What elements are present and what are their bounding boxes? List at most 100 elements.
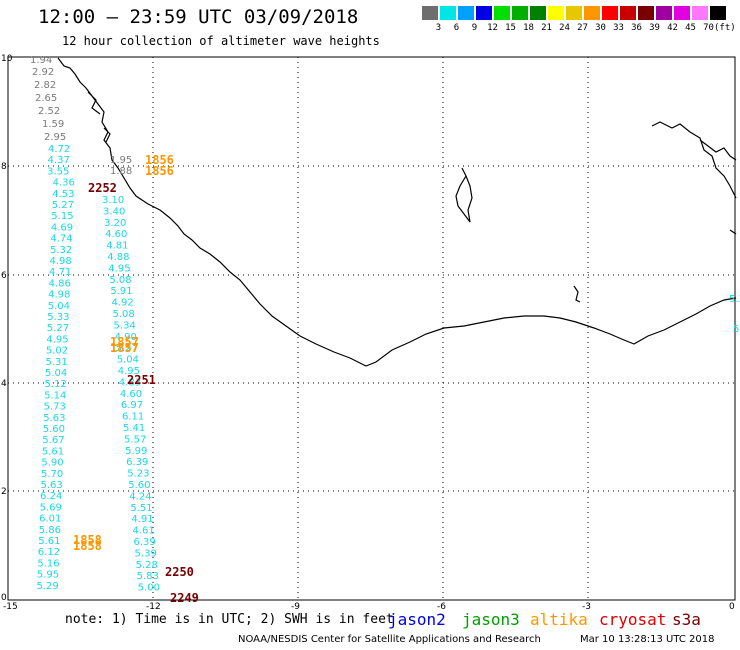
swh-value: 2.92 bbox=[32, 67, 54, 78]
swh-value: 5.5 bbox=[733, 324, 740, 335]
swh-labels: 1.942.92 2.82 2.65 2.52 1.59 2.95 1.951.88 4.72… bbox=[30, 55, 740, 594]
swh-value: 4.74 bbox=[50, 234, 72, 245]
scale-label: 12 bbox=[487, 23, 498, 33]
swh-value: 4.53 bbox=[52, 189, 74, 200]
scale-swatch bbox=[674, 6, 691, 20]
legend-s3a: s3a bbox=[672, 610, 701, 629]
swh-value: 5.04 bbox=[48, 301, 70, 312]
swh-value: 5.41 bbox=[123, 423, 145, 434]
swh-value: 5.08 bbox=[113, 309, 135, 320]
swh-value: 4.60 bbox=[105, 229, 127, 240]
scale-label: 24 bbox=[559, 23, 570, 33]
scale-swatch bbox=[584, 6, 601, 20]
swh-value: 4.95 bbox=[108, 263, 130, 274]
swh-value: 4.88 bbox=[107, 252, 129, 263]
y-tick-label: 10 bbox=[1, 54, 13, 64]
scale-label: 45 bbox=[685, 23, 696, 33]
swh-value: 4.98 bbox=[50, 256, 72, 267]
swh-value: 4.61 bbox=[132, 526, 154, 537]
swh-value: 3.20 bbox=[104, 218, 126, 229]
swh-value: 6.97 bbox=[121, 400, 143, 411]
coast-inlet-3 bbox=[729, 229, 737, 235]
east-island-outline bbox=[699, 139, 737, 161]
axis-labels: -15 -12 -9 -6 -3 0 10 8 6 4 2 0 bbox=[1, 54, 735, 612]
swh-value: 5.91 bbox=[110, 286, 132, 297]
legend-jason2: jason2 bbox=[388, 610, 446, 629]
scale-unit: (ft) bbox=[714, 23, 736, 33]
scale-label: 33 bbox=[613, 23, 624, 33]
swh-value: 5.61 bbox=[42, 446, 64, 457]
swh-value: 5.63 bbox=[43, 413, 65, 424]
swh-value: 1.88 bbox=[110, 166, 132, 177]
swh-value: 4.60 bbox=[120, 389, 142, 400]
pass-time-label: 1857 bbox=[110, 335, 139, 349]
coastline bbox=[57, 57, 737, 367]
scale-label: 6 bbox=[453, 23, 460, 33]
swh-value: 5.02 bbox=[46, 346, 68, 357]
swh-value: 5.95 bbox=[37, 570, 59, 581]
swh-value: 4.83 bbox=[119, 377, 141, 388]
swh-value: 5.60 bbox=[43, 424, 65, 435]
swh-value: 1.94 bbox=[30, 55, 52, 66]
swh-value: 5.27 bbox=[52, 200, 74, 211]
legend-jason3: jason3 bbox=[462, 610, 520, 629]
swh-value: 5.83 bbox=[137, 571, 159, 582]
scale-label: 30 bbox=[595, 23, 606, 33]
swh-value: 5.69 bbox=[40, 502, 62, 513]
scale-swatch bbox=[692, 6, 709, 20]
east-lake-outline bbox=[651, 121, 737, 199]
generated-timestamp: Mar 10 13:28:13 UTC 2018 bbox=[580, 634, 715, 645]
swh-value: 5.39 bbox=[135, 548, 157, 559]
swh-value: 3.10 bbox=[102, 195, 124, 206]
swh-value: 4.91 bbox=[131, 514, 153, 525]
swh-value: 5.73 bbox=[44, 402, 66, 413]
swh-value: 5.61 bbox=[38, 536, 60, 547]
swh-value: 5.04 bbox=[45, 368, 67, 379]
wave-height-color-scale: 3 6 9 12 15 18 21 24 27 30 33 36 39 42 45 70 (ft) bbox=[422, 6, 736, 40]
pass-time-label: 1856 bbox=[145, 153, 174, 167]
credit-line: NOAA/NESDIS Center for Satellite Applica… bbox=[238, 634, 541, 645]
y-tick-label: 6 bbox=[1, 271, 7, 281]
swh-value: 5.04 bbox=[117, 355, 139, 366]
map-grid bbox=[8, 57, 735, 600]
swh-value: 4.98 bbox=[48, 290, 70, 301]
pass-time-label: 1856 bbox=[145, 164, 174, 178]
swh-value: 2.82 bbox=[34, 80, 56, 91]
x-tick-label: -3 bbox=[582, 602, 591, 612]
map-subtitle: 12 hour collection of altimeter wave hei… bbox=[62, 34, 380, 48]
swh-value: 2.95 bbox=[44, 132, 66, 143]
coast-inlet-2 bbox=[103, 127, 111, 143]
swh-value: 5.27 bbox=[47, 323, 69, 334]
scale-swatch bbox=[494, 6, 511, 20]
pass-time-label: 2249 bbox=[170, 591, 199, 605]
scale-label: 27 bbox=[577, 23, 588, 33]
scale-swatch bbox=[620, 6, 637, 20]
lake-volta-outline bbox=[455, 167, 473, 223]
footnote: note: 1) Time is in UTC; 2) SWH is in fe… bbox=[65, 612, 394, 627]
swh-value: 6.01 bbox=[39, 514, 61, 525]
pass-time-label: 1858 bbox=[73, 533, 102, 547]
scale-swatch bbox=[422, 6, 439, 20]
swh-value: 6.39 bbox=[134, 537, 156, 548]
swh-value: 4.92 bbox=[111, 298, 133, 309]
pass-time-label: 2251 bbox=[127, 373, 156, 387]
swh-value: 4.95 bbox=[46, 334, 68, 345]
swh-value: 4.71 bbox=[49, 267, 71, 278]
swh-value: 5.15 bbox=[51, 211, 73, 222]
swh-value: 5.29 bbox=[36, 581, 58, 592]
swh-value: 5.16 bbox=[37, 558, 59, 569]
swh-value: 1.95 bbox=[110, 155, 132, 166]
swh-value: 6.39 bbox=[126, 457, 148, 468]
swh-value: 4.86 bbox=[49, 278, 71, 289]
legend-cryosat: cryosat bbox=[599, 610, 667, 629]
scale-swatch bbox=[656, 6, 673, 20]
swh-value: 5.28 bbox=[136, 560, 158, 571]
pass-time-label: 2252 bbox=[88, 181, 117, 195]
x-tick-label: -12 bbox=[146, 602, 161, 612]
coast-inlet-1 bbox=[87, 91, 101, 115]
swh-value: 5.63 bbox=[41, 480, 63, 491]
x-tick-label: 0 bbox=[729, 602, 735, 612]
swh-value: 6.11 bbox=[122, 412, 144, 423]
